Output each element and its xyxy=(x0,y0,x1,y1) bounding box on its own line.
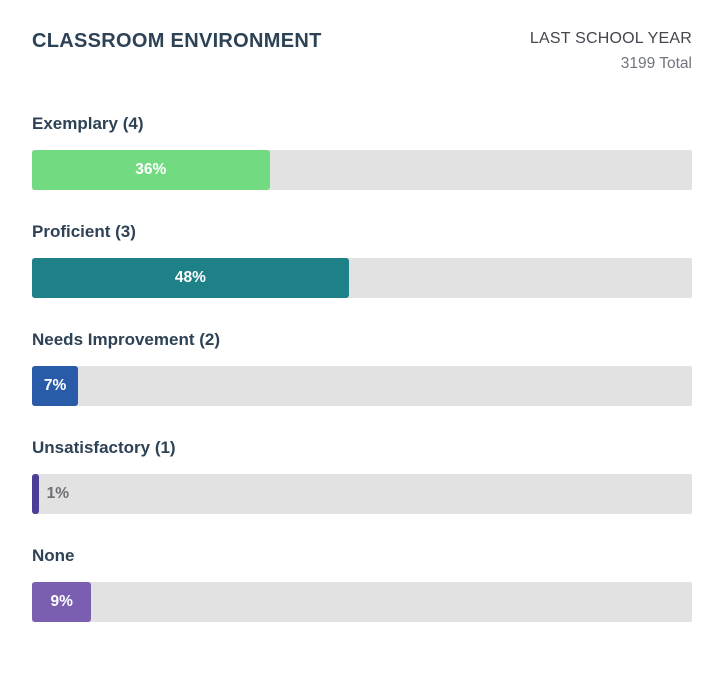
bar-group: Exemplary (4) 36% xyxy=(32,113,692,190)
bar-value-label: 36% xyxy=(135,161,167,178)
bar-fill xyxy=(32,474,39,514)
bar-group: Proficient (3) 48% xyxy=(32,221,692,298)
bar-value-label: 7% xyxy=(43,377,67,394)
chart-header: CLASSROOM ENVIRONMENT LAST SCHOOL YEAR 3… xyxy=(32,29,692,73)
category-label: Exemplary (4) xyxy=(32,114,144,133)
bar-value-label-outside: 1% xyxy=(46,485,69,502)
period-label: LAST SCHOOL YEAR xyxy=(529,30,692,47)
chart-header-meta: LAST SCHOOL YEAR 3199 Total xyxy=(530,29,692,73)
bar-group: None 9% xyxy=(32,545,692,622)
bar-fill: 48% xyxy=(32,258,349,298)
bar-value-label: 48% xyxy=(174,269,206,286)
bar-chart: Exemplary (4) 36% Proficient (3) 48% Nee… xyxy=(32,113,692,622)
bar-track: 9% xyxy=(32,582,692,622)
category-label: Unsatisfactory (1) xyxy=(32,438,176,457)
total-count-label: 3199 Total xyxy=(620,55,692,72)
bar-fill: 7% xyxy=(32,366,79,406)
bar-track: 7% xyxy=(32,366,692,406)
category-label: None xyxy=(32,546,75,565)
bar-fill: 9% xyxy=(32,582,92,622)
chart-title: CLASSROOM ENVIRONMENT xyxy=(32,30,322,52)
category-label: Needs Improvement (2) xyxy=(32,330,220,349)
bar-track: 1% xyxy=(32,474,692,514)
category-label: Proficient (3) xyxy=(32,222,136,241)
bar-value-label: 9% xyxy=(50,593,73,610)
bar-fill: 36% xyxy=(32,150,270,190)
bar-group: Needs Improvement (2) 7% xyxy=(32,329,692,406)
bar-track: 48% xyxy=(32,258,692,298)
bar-group: Unsatisfactory (1) 1% xyxy=(32,437,692,514)
bar-track: 36% xyxy=(32,150,692,190)
